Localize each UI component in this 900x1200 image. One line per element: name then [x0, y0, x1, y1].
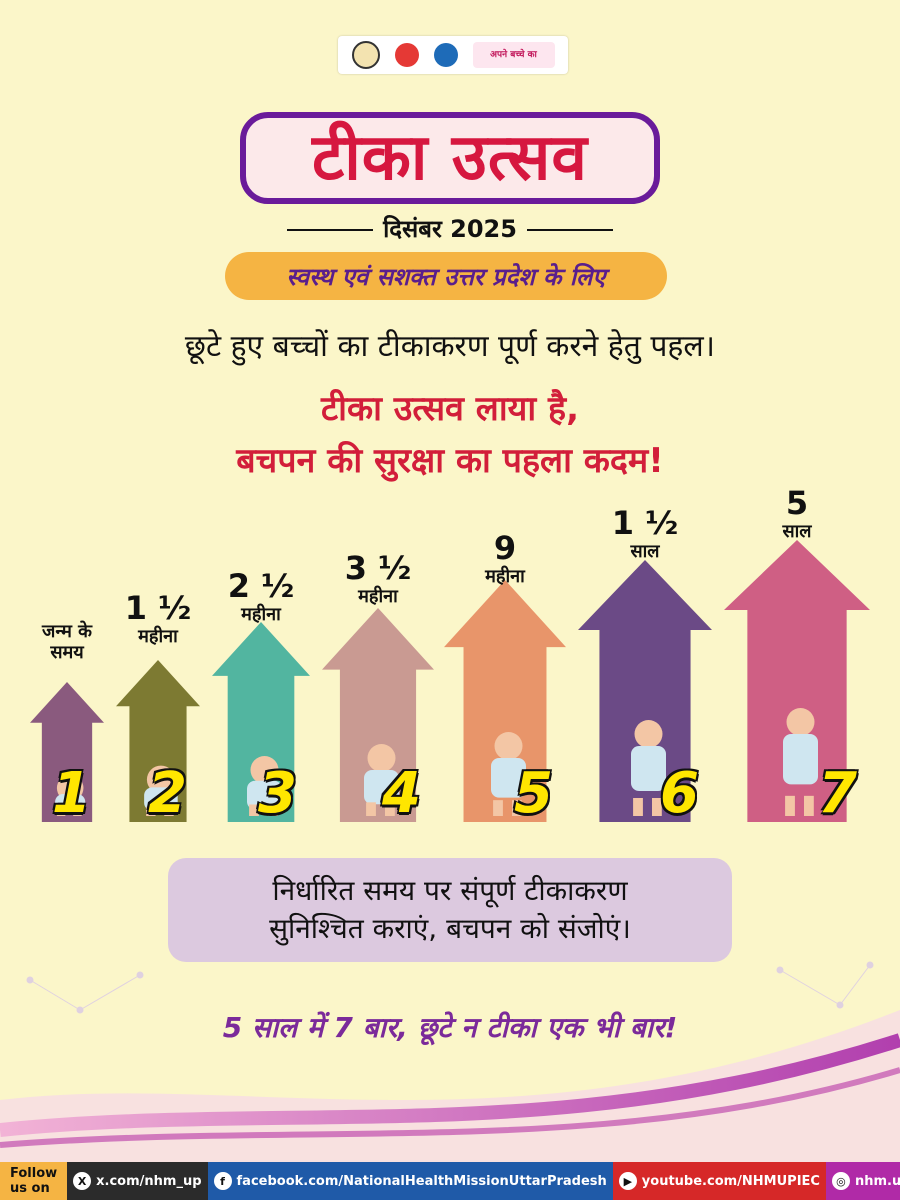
- stage-age-label-3: 2 ½ महीना: [202, 568, 320, 625]
- youtube-handle: youtube.com/NHMUPIEC: [641, 1173, 820, 1189]
- youtube-icon: ▶: [618, 1172, 637, 1190]
- campaign-slogan-logo: अपने बच्चे का: [472, 42, 555, 68]
- nhm-logo-icon: [394, 43, 419, 67]
- stage-arrow-4: [322, 608, 434, 822]
- stage-age-unit: साल: [630, 540, 660, 562]
- stage-number-5: 5: [514, 761, 553, 826]
- facebook-icon: f: [213, 1172, 232, 1190]
- message-line-2: सुनिश्चित कराएं, बचपन को संजोएं।: [269, 912, 631, 945]
- baby-illustration-3: [226, 752, 296, 820]
- social-footer: Follow us on X x.com/nhm_up f facebook.c…: [0, 1162, 900, 1200]
- stage-age-label-4: 3 ½ महीना: [312, 550, 444, 607]
- header-logos: अपने बच्चे का: [338, 36, 568, 74]
- youtube-link[interactable]: ▶ youtube.com/NHMUPIEC: [612, 1162, 826, 1200]
- stage-number-6: 6: [660, 761, 699, 826]
- stage-age-unit: महीना: [241, 603, 281, 625]
- facebook-handle: facebook.com/NationalHealthMissionUttarP…: [236, 1173, 607, 1189]
- stage-arrow-3: [212, 622, 310, 822]
- up-govt-emblem-icon: [351, 41, 380, 69]
- tagline: 5 साल में 7 बार, छूटे न टीका एक भी बार!: [222, 1011, 678, 1044]
- stage-age-label-1: जन्म के समय: [20, 621, 114, 663]
- stage-age-label-6: 1 ½ साल: [568, 505, 722, 562]
- stage-arrow-7: [724, 540, 870, 822]
- instagram-handle: nhm.up: [854, 1173, 900, 1189]
- x-icon: X: [73, 1172, 92, 1190]
- subtitle-pill: स्वस्थ एवं सशक्त उत्तर प्रदेश के लिए: [225, 252, 667, 300]
- stage-arrow-5: [444, 580, 566, 822]
- stage-number-2: 2: [148, 761, 187, 826]
- stage-age-value: 9: [493, 529, 517, 567]
- stage-age-value: 5: [785, 484, 809, 522]
- stage-arrow-6: [578, 560, 712, 822]
- stage-age-unit: महीना: [358, 585, 398, 607]
- immunization-logo-icon: [433, 43, 458, 67]
- instagram-link[interactable]: ◎ nhm.up: [825, 1162, 900, 1200]
- stage-age-label-7: 5 साल: [714, 485, 880, 542]
- headline-line-2: बचपन की सुरक्षा का पहला कदम!: [236, 441, 664, 481]
- stage-number-3: 3: [258, 761, 297, 826]
- x-link[interactable]: X x.com/nhm_up: [67, 1162, 208, 1200]
- date-divider-right: [526, 229, 613, 231]
- stage-arrow-1: [30, 682, 104, 822]
- stage-age-value: 2 ½: [227, 567, 295, 605]
- x-handle: x.com/nhm_up: [96, 1173, 202, 1189]
- stage-age-unit: साल: [782, 520, 812, 542]
- stage-age-value: 1 ½: [124, 589, 192, 627]
- stage-age-label-5: 9 महीना: [434, 530, 576, 587]
- stage-age-value: 1 ½: [611, 504, 679, 542]
- date-text: दिसंबर 2025: [383, 215, 517, 243]
- title-badge: टीका उत्सव: [240, 112, 660, 204]
- stage-arrow-2: [116, 660, 200, 822]
- date-divider-left: [287, 229, 374, 231]
- message-line-1: निर्धारित समय पर संपूर्ण टीकाकरण: [272, 874, 628, 908]
- follow-label: Follow us on: [0, 1162, 68, 1200]
- baby-illustration-2: [124, 764, 191, 820]
- stage-age-unit: जन्म के: [42, 621, 92, 642]
- date-row: दिसंबर 2025: [0, 212, 900, 245]
- baby-illustration-4: [343, 740, 413, 820]
- page-title: टीका उत्सव: [311, 121, 589, 195]
- stage-number-1: 1: [52, 761, 91, 826]
- stage-age-value: 3 ½: [344, 549, 412, 587]
- baby-illustration-7: [762, 704, 832, 820]
- stage-number-7: 7: [818, 761, 857, 826]
- baby-illustration-6: [610, 716, 680, 820]
- message-box: निर्धारित समय पर संपूर्ण टीकाकरण सुनिश्च…: [168, 858, 732, 962]
- stage-age-unit: समय: [50, 641, 84, 663]
- stage-age-unit: महीना: [485, 565, 525, 587]
- stage-number-4: 4: [382, 761, 421, 826]
- instagram-icon: ◎: [831, 1172, 850, 1190]
- stage-age-label-2: 1 ½ महीना: [106, 590, 210, 647]
- headline-line-1: टीका उत्सव लाया है,: [321, 389, 579, 429]
- baby-illustration-5: [470, 728, 540, 820]
- decorative-waves: [0, 961, 900, 1162]
- stage-age-unit: महीना: [138, 625, 178, 647]
- intro-text: छूटे हुए बच्चों का टीकाकरण पूर्ण करने हे…: [184, 329, 716, 364]
- facebook-link[interactable]: f facebook.com/NationalHealthMissionUtta…: [207, 1162, 613, 1200]
- baby-illustration-1: [37, 774, 97, 820]
